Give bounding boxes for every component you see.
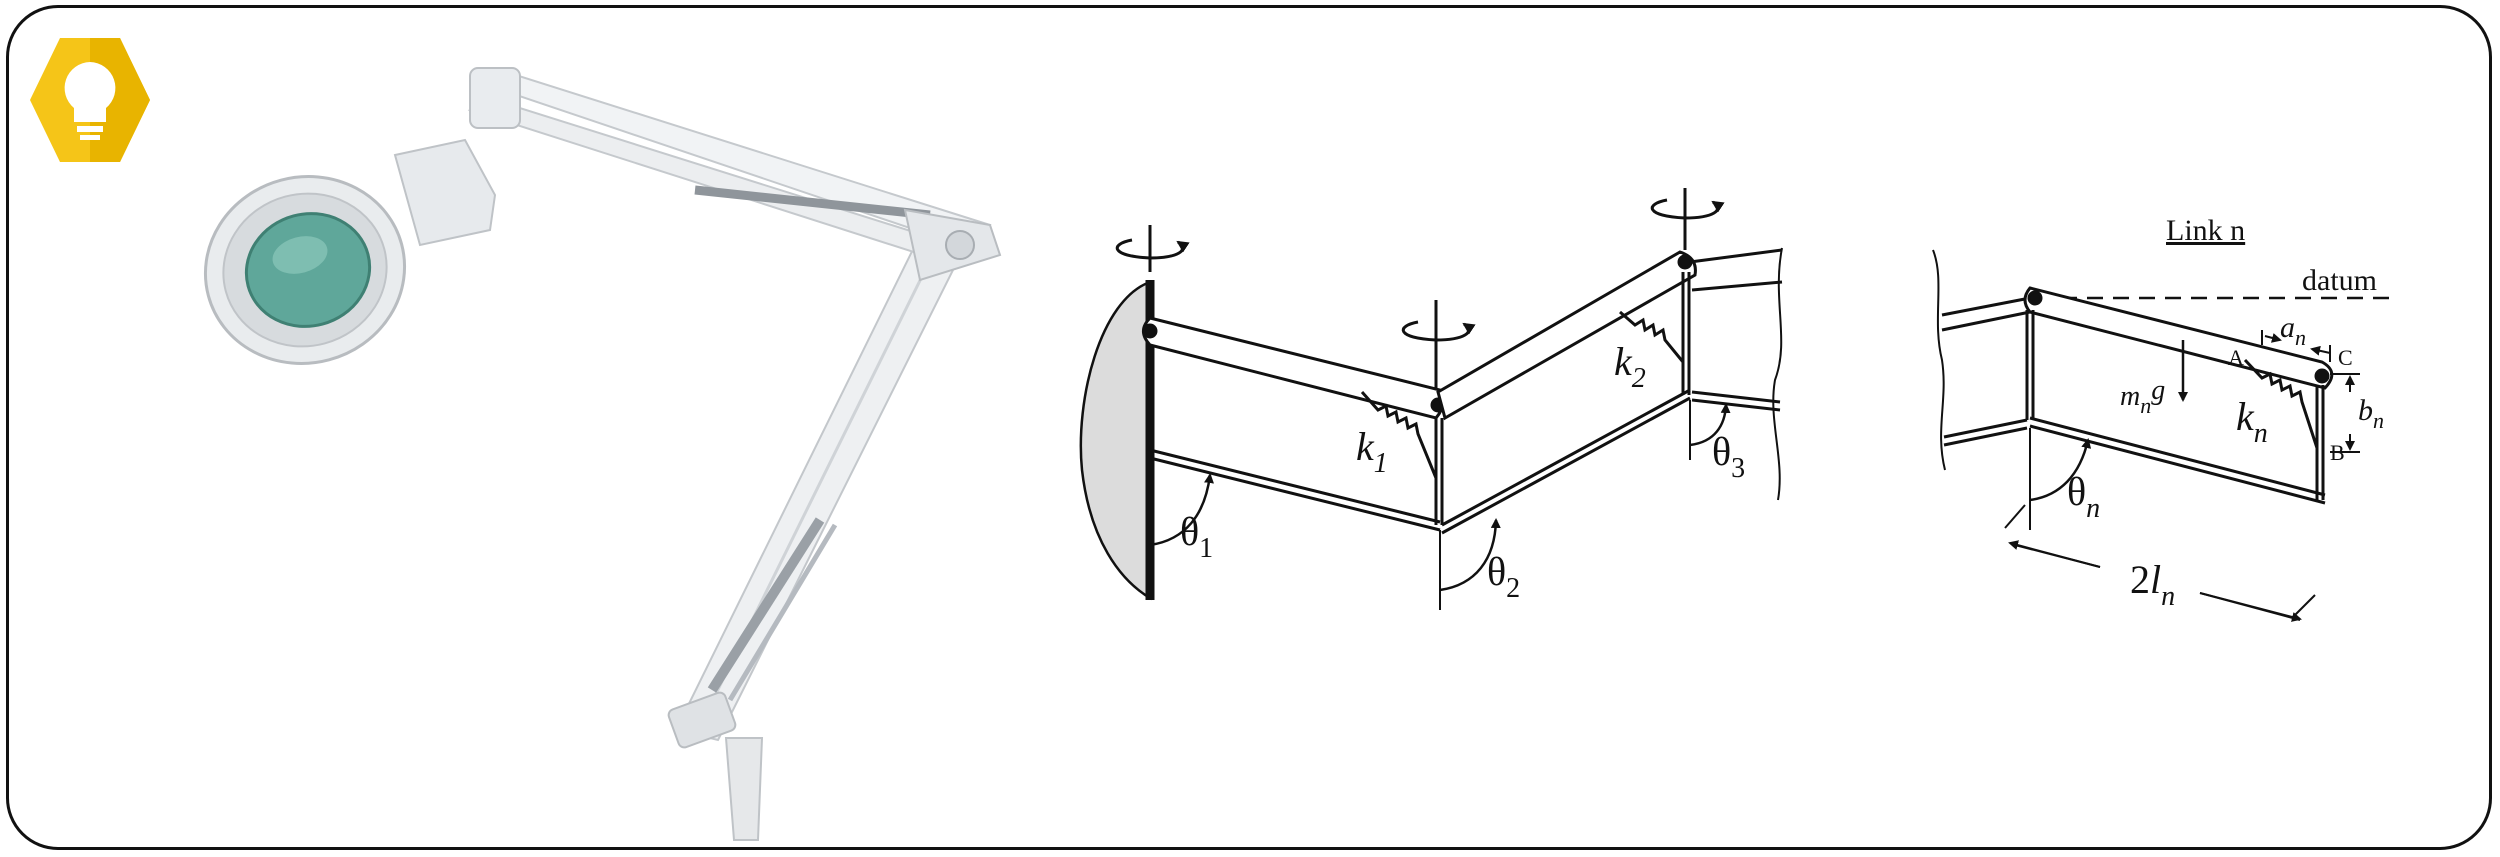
rotation-arrow-2 [1401,300,1476,395]
link-1 [1142,316,1446,532]
b-n-label: bn [2358,394,2384,433]
theta-n-label: θn [2067,469,2100,524]
wall [1079,280,1152,601]
theta3-label: θ3 [1712,429,1745,484]
spring-kn [2243,358,2319,449]
spring-k1 [1360,391,1438,479]
a-n-label: an [2280,311,2306,350]
length-label: 2ln [2130,557,2175,612]
lightbulb-icon [30,38,150,162]
rotation-arrow-1 [1115,225,1190,272]
mass-label: mng [2120,375,2165,418]
angle-arc-n [2029,438,2092,502]
spring-k2 [1619,310,1685,363]
k-n-label: kn [2236,394,2268,449]
link-2 [1436,250,1697,535]
linkage-diagram [1079,188,1783,610]
theta2-label: θ2 [1487,549,1520,604]
rotation-arrow-3 [1650,188,1725,250]
datum-label: datum [2302,264,2377,297]
angle-arc-1 [1149,473,1214,547]
point-b-label: B [2330,440,2345,465]
magnifier-lamp-image [203,67,1002,841]
link-3 [1689,247,1783,501]
angle-arc-3 [1689,403,1731,447]
theta1-label: θ1 [1180,509,1213,564]
k1-label: k1 [1356,424,1388,479]
link-n-diagram [1932,249,2390,622]
point-c-label: C [2338,345,2353,370]
k2-label: k2 [1614,339,1646,394]
slide-frame [6,5,2492,850]
point-a-label: A [2228,345,2244,370]
angle-arc-2 [1439,518,1501,592]
link-n-title: Link n [2166,214,2245,247]
